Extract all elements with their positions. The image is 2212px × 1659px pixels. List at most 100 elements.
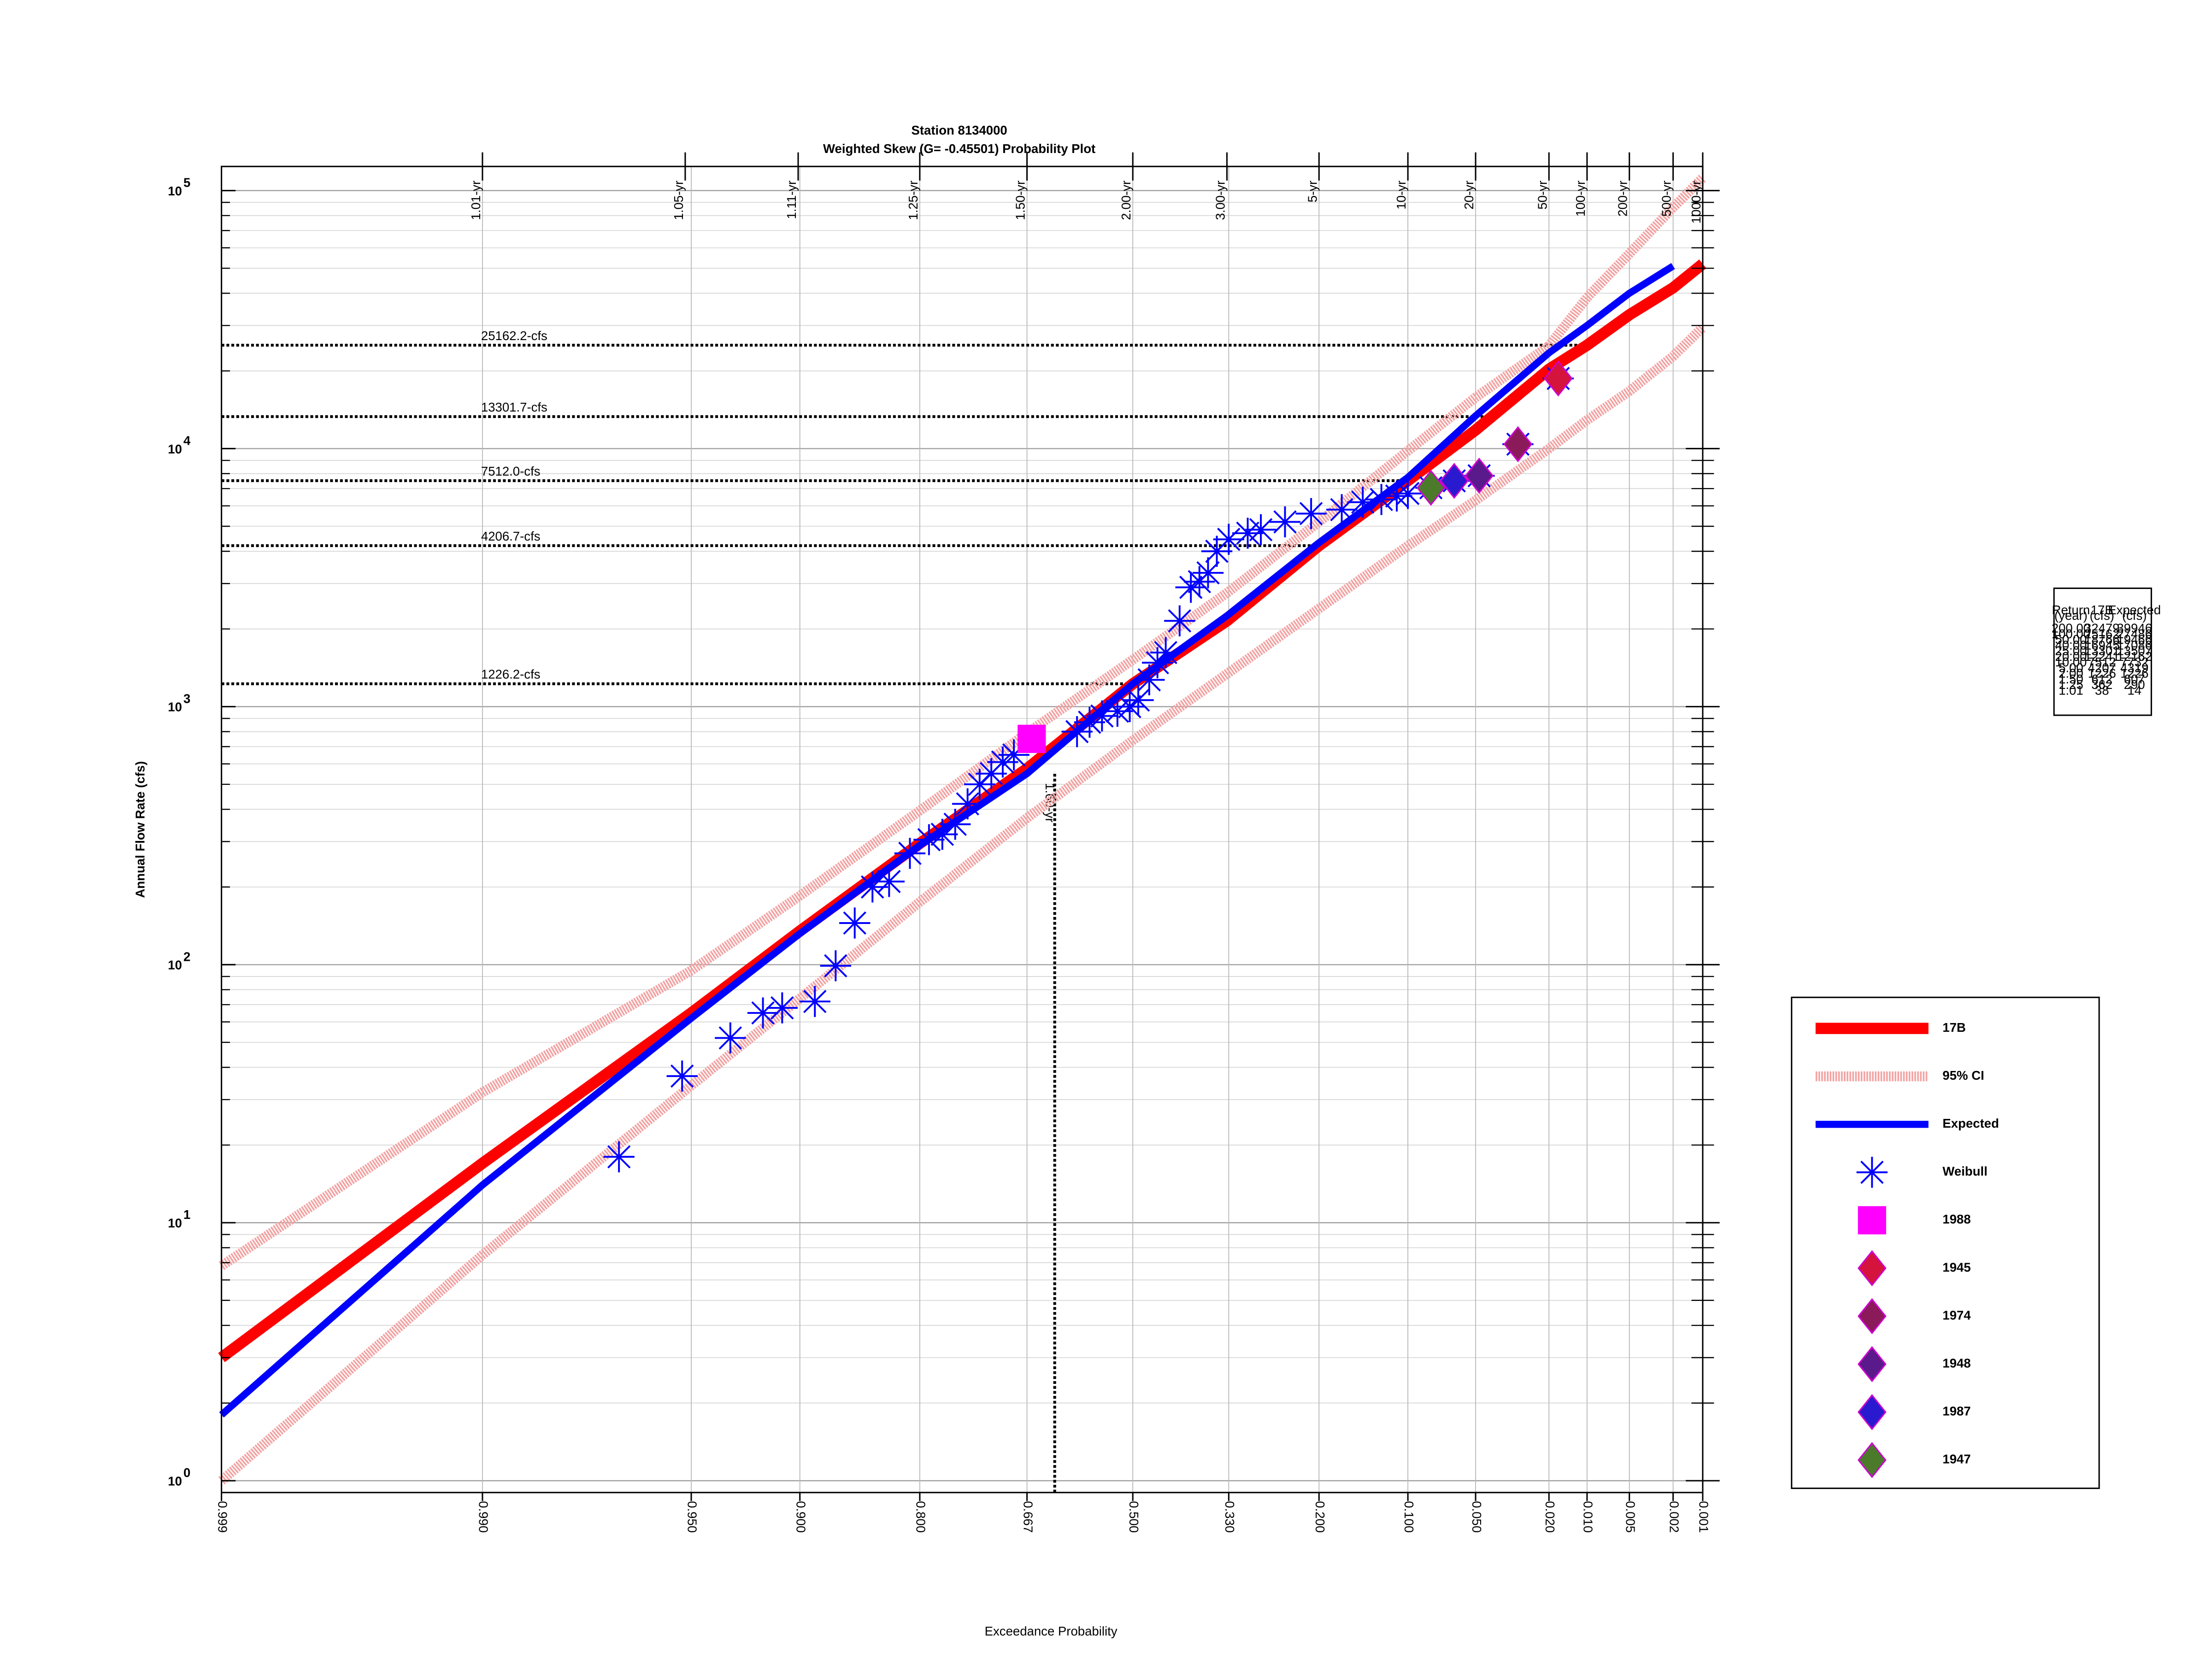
weibull-point — [1269, 506, 1301, 538]
reference-label: 7512.0-cfs — [481, 464, 541, 478]
table-cell: 1.01 — [2059, 683, 2083, 697]
series-line — [219, 263, 1675, 1418]
y-tick-exponent: 4 — [183, 433, 191, 447]
weibull-point — [1141, 647, 1173, 678]
table-cell: (year) — [2054, 608, 2088, 623]
weibull-point — [766, 992, 798, 1024]
legend-box — [1791, 996, 2100, 1489]
x-tick-label: 0.020 — [1543, 1501, 1557, 1533]
table-cell: 27486 — [2117, 627, 2152, 641]
legend-label: 1974 — [1942, 1308, 1971, 1322]
table-cell: 18766 — [2084, 632, 2120, 647]
ci-line — [218, 174, 1706, 1270]
x-tick-label: 0.990 — [477, 1501, 491, 1533]
x-tick-label: 0.002 — [1667, 1501, 1681, 1533]
weibull-point — [1175, 571, 1206, 603]
legend: 17B 95% CI Expected Weibull 1988 1945 1974 1948… — [1815, 1020, 1999, 1478]
x-tick-label: 0.800 — [914, 1501, 928, 1533]
table-cell: Return — [2052, 603, 2090, 617]
x-tick-label: 0.050 — [1470, 1501, 1484, 1533]
weibull-point — [715, 1022, 746, 1053]
table-cell: 200.00 — [2052, 621, 2090, 635]
table-cell: 100.00 — [2052, 627, 2090, 641]
table-cell: 20.00 — [2055, 649, 2087, 664]
x2-tick-label: 10-yr — [1394, 181, 1408, 210]
legend-swatch — [1857, 1346, 1887, 1382]
legend-label: 1945 — [1942, 1260, 1971, 1274]
x-tick-label: 0.950 — [685, 1501, 700, 1533]
x2-tick-label: 100-yr — [1573, 181, 1588, 217]
weibull-point — [1086, 700, 1118, 732]
weibull-point — [1232, 518, 1264, 549]
legend-label: Expected — [1942, 1116, 1999, 1130]
legend-swatch — [1856, 1157, 1888, 1188]
weibull-point — [894, 838, 926, 869]
diamond-point — [1465, 458, 1494, 494]
weibull-point — [1150, 637, 1182, 668]
table-cell: 12241 — [2084, 649, 2120, 664]
table-cell: 40.00 — [2055, 638, 2087, 652]
diamond-point — [1543, 360, 1573, 397]
table-cell: 14 — [2127, 683, 2141, 697]
weibull-point — [1381, 480, 1412, 512]
weibull-point — [873, 866, 905, 897]
table-cell: 1226 — [2088, 666, 2116, 681]
legend-label: 1948 — [1942, 1356, 1971, 1370]
weibull-point — [1123, 684, 1154, 716]
x-tick-label: 0.330 — [1223, 1501, 1237, 1533]
y-tick-exponent: 3 — [183, 691, 190, 706]
y-tick-exponent: 1 — [183, 1207, 190, 1222]
x-tick-label: 0.100 — [1402, 1501, 1416, 1533]
table-cell: 4207 — [2088, 660, 2116, 675]
table-cell: 17B — [2091, 603, 2113, 617]
table-cell: 2.00 — [2059, 666, 2083, 681]
weibull-point — [964, 769, 995, 800]
chart-subtitle: Weighted Skew (G= -0.45501) Probability … — [823, 141, 1095, 156]
diamond-point — [1416, 470, 1446, 506]
table-cell: 1.25 — [2059, 677, 2083, 692]
table-cell: 19466 — [2117, 632, 2152, 647]
legend-swatch — [1858, 1206, 1886, 1235]
weibull-point — [1074, 706, 1106, 738]
weibull-point — [747, 997, 779, 1029]
table-cell: 39946 — [2117, 621, 2152, 635]
y-axis-label: Annual Flow Rate (cfs) — [133, 761, 147, 898]
reference-label: 1226.2-cfs — [481, 667, 541, 682]
y-tick-label: 10 — [168, 442, 182, 456]
table-cell: 7732 — [2120, 655, 2148, 669]
x-tick-label: 0.005 — [1623, 1501, 1637, 1533]
x2-tick-label: 1.11-yr — [784, 181, 799, 219]
table-cell: 50.00 — [2055, 632, 2087, 647]
legend-swatch — [1857, 1394, 1887, 1430]
weibull-point — [1102, 695, 1133, 727]
diamond-point — [1503, 426, 1533, 463]
table-cell: (cfs) — [2089, 608, 2114, 623]
y-tick-label: 10 — [168, 958, 182, 972]
x2-tick-label: 1.25-yr — [906, 181, 920, 220]
x-tick-label: 0.999 — [215, 1501, 229, 1533]
weibull-point — [603, 1141, 635, 1172]
weibull-point — [1392, 478, 1424, 509]
legend-label: 1987 — [1942, 1404, 1971, 1418]
legend-label: 1947 — [1942, 1452, 1971, 1466]
weibull-point — [820, 950, 851, 982]
x-tick-label: 0.667 — [1021, 1501, 1035, 1533]
table-cell: Expected — [2108, 603, 2161, 617]
weibull-point — [1347, 487, 1378, 518]
x2-tick-label: 500-yr — [1659, 181, 1674, 217]
legend-swatch — [1857, 1298, 1887, 1335]
y-tick-exponent: 0 — [183, 1465, 190, 1480]
table-cell: 4319 — [2120, 660, 2148, 675]
table-cell: 607 — [2124, 672, 2145, 686]
plot-frame — [221, 165, 1704, 1494]
x-axis-label: Exceedance Probability — [985, 1624, 1118, 1638]
weibull-point — [1245, 514, 1277, 546]
table-cell: (cfs) — [2122, 608, 2147, 623]
x-tick-label: 0.001 — [1697, 1501, 1711, 1533]
weibull-point — [839, 907, 871, 939]
legend-label: 95% CI — [1942, 1068, 1984, 1082]
table-cell: 290 — [2124, 677, 2145, 692]
square-point — [1018, 724, 1046, 753]
weibull-point — [1192, 557, 1224, 588]
reference-label: 13301.7-cfs — [481, 400, 547, 414]
